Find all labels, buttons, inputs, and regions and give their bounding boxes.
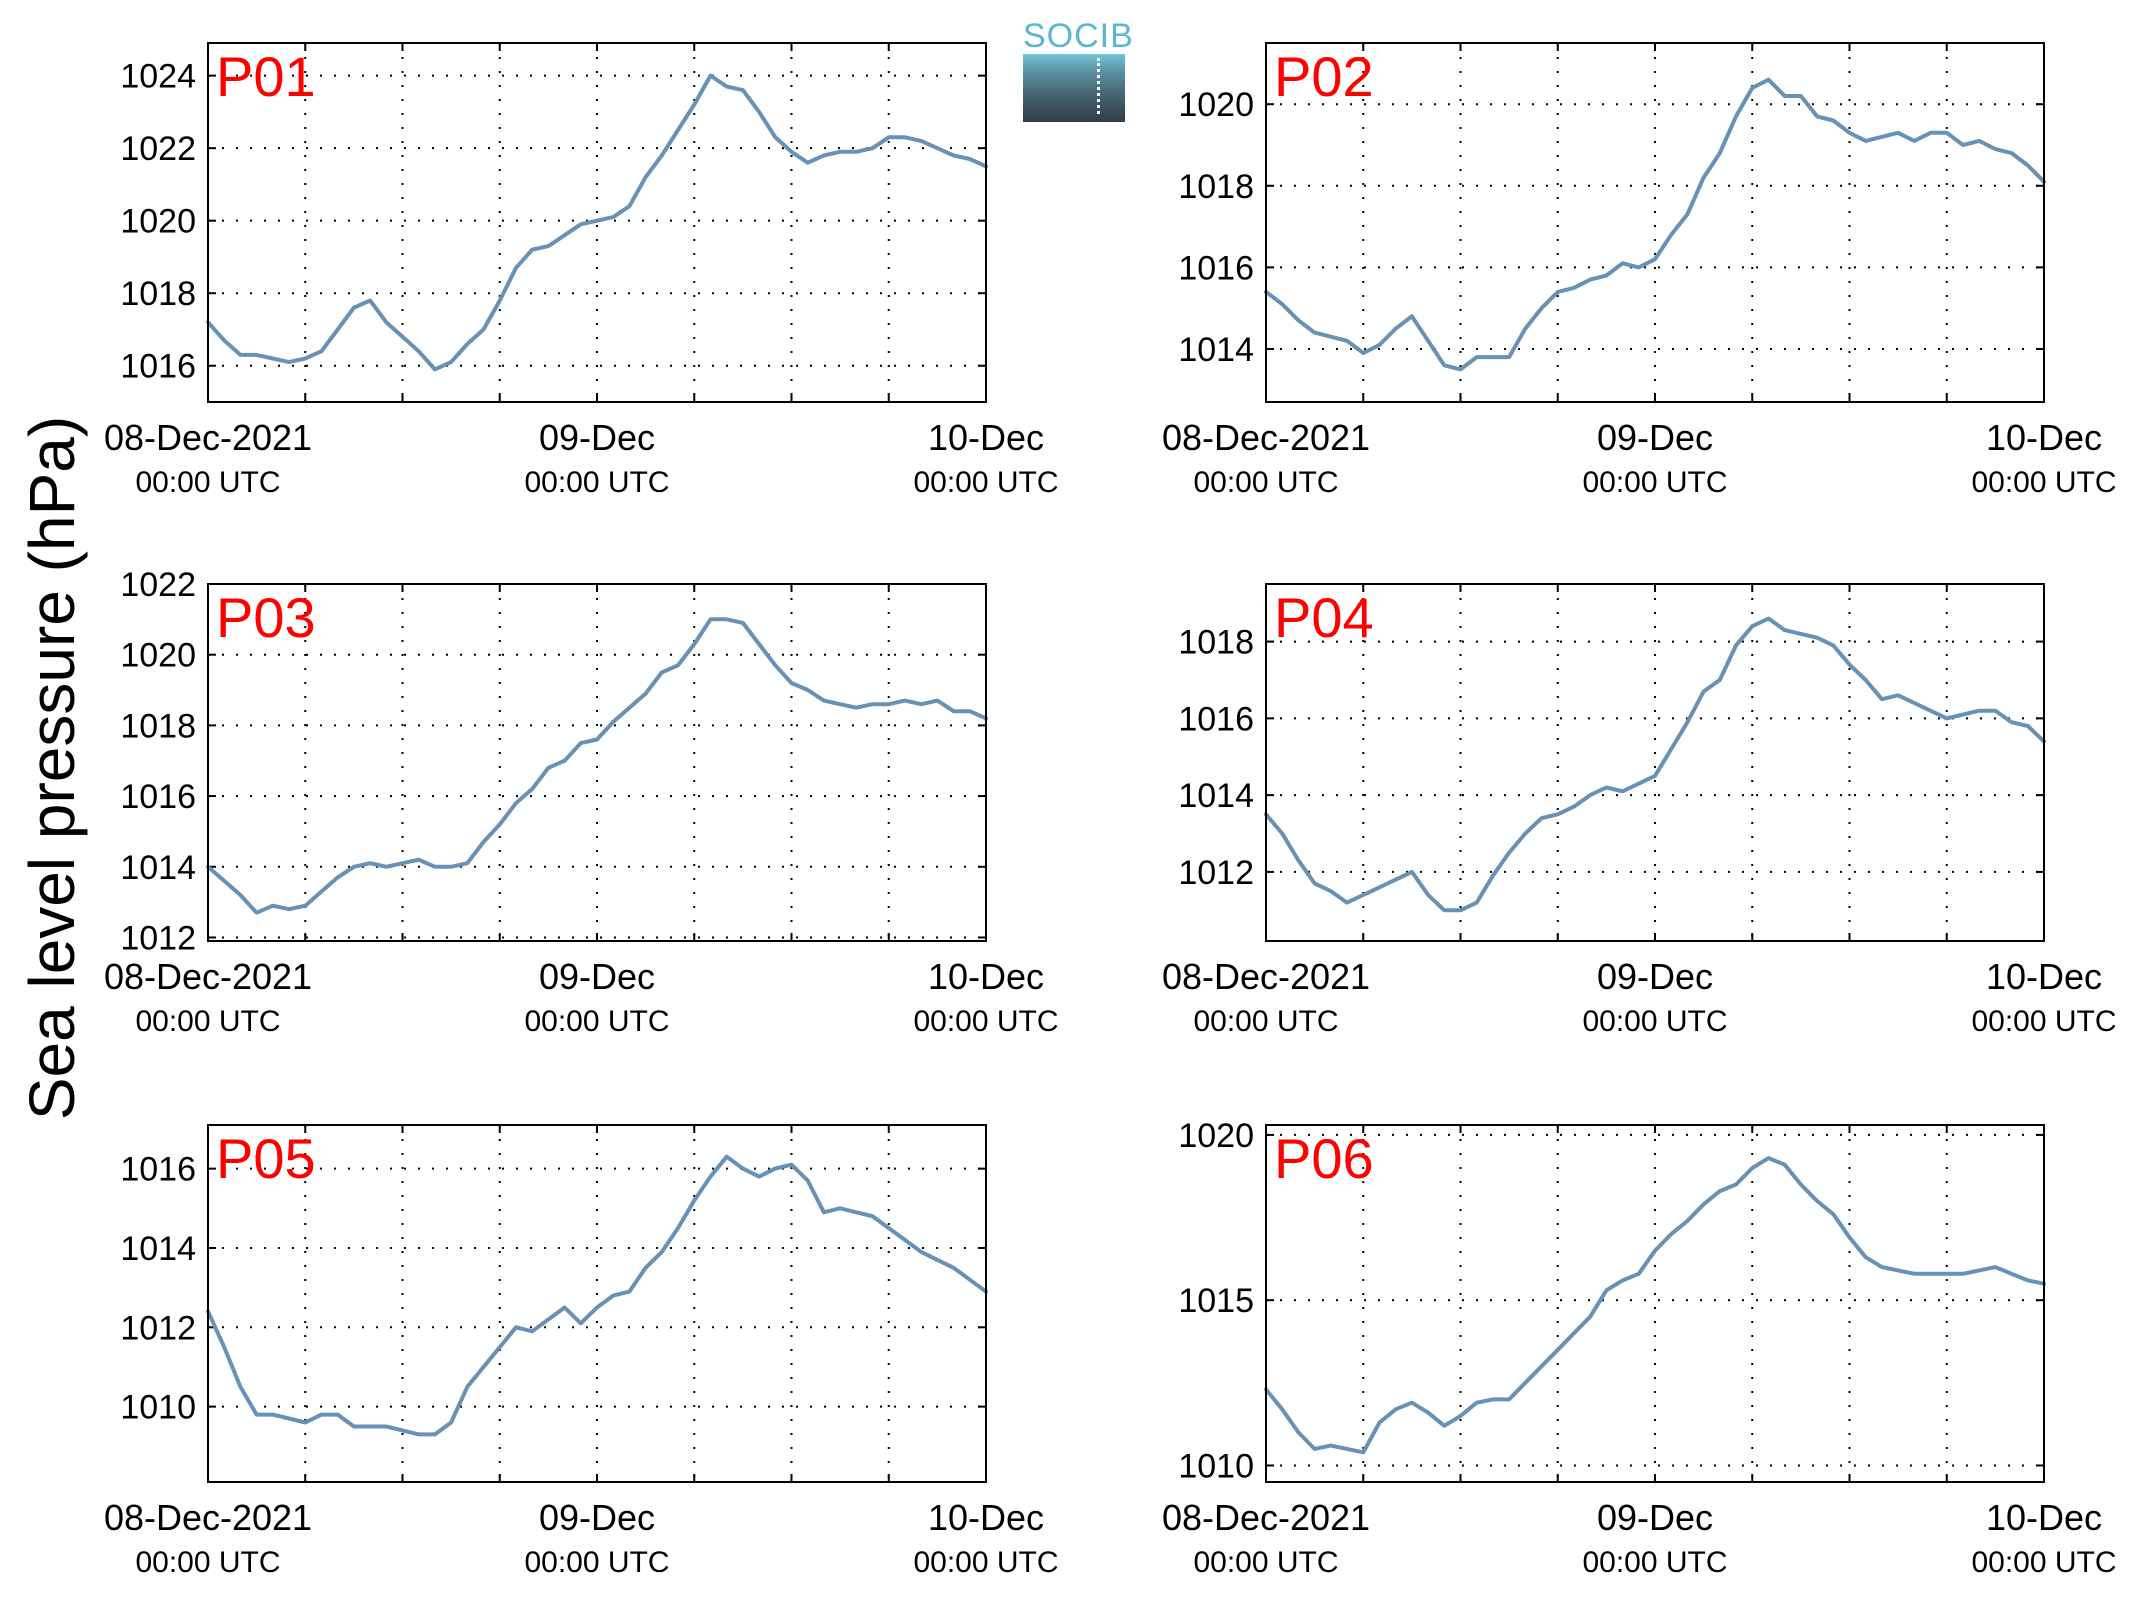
panel-p03: 1012 1014 1016 1018 1020 1022 P03 08-Dec-2021 00… [104,566,1059,1038]
panel-p04: 1012 1014 1016 1018 P04 08-Dec-2021 00:00 UTC 0… [1162,583,2117,1038]
x-tick-label-date: 09-Dec [539,956,655,997]
y-tick-label: 1014 [120,1230,196,1268]
x-tick-label-date: 10-Dec [928,417,1044,458]
plot-frame [1265,42,2045,403]
panel-p05: 1010 1012 1014 1016 P05 08-Dec-2021 00:00 UTC 0… [104,1124,1059,1579]
x-tick-label-date: 10-Dec [928,956,1044,997]
y-tick-label: 1016 [1178,249,1254,287]
x-tick-label-date: 08-Dec-2021 [104,956,312,997]
y-tick-label: 1016 [120,348,196,386]
series-line [206,617,988,915]
y-tick-label: 1016 [120,778,196,816]
y-tick-label: 1010 [1178,1447,1254,1485]
x-tick-label-time: 00:00 UTC [524,1005,669,1038]
station-label: P06 [1274,1127,1374,1190]
x-tick-label-date: 08-Dec-2021 [104,417,312,458]
y-tick-label: 1014 [120,849,196,887]
x-tick-label-time: 00:00 UTC [1582,1005,1727,1038]
y-tick-label: 1018 [120,275,196,313]
y-tick-label: 1022 [120,566,196,604]
station-label: P01 [216,45,316,108]
x-tick-label-time: 00:00 UTC [135,1546,280,1579]
x-tick-label-time: 00:00 UTC [1193,1005,1338,1038]
x-tick-label-date: 09-Dec [539,417,655,458]
socib-logo-graphic [1023,54,1125,122]
panel-p06: 1010 1015 1020 P06 08-Dec-2021 00:00 UTC 09-De… [1162,1117,2117,1579]
x-tick-label-date: 08-Dec-2021 [1162,956,1370,997]
series-line [206,1154,988,1437]
series-line [1264,77,2046,372]
x-tick-label-time: 00:00 UTC [1582,466,1727,499]
y-tick-label: 1012 [120,1309,196,1347]
y-tick-label: 1018 [120,707,196,745]
series-line [1264,1156,2046,1455]
station-label: P02 [1274,45,1374,108]
x-tick-label-time: 00:00 UTC [1193,1546,1338,1579]
y-tick-label: 1020 [120,203,196,241]
series-line [1264,616,2046,913]
y-tick-label: 1014 [1178,777,1254,815]
socib-logo-text: SOCIB [1023,17,1134,55]
x-tick-label-date: 10-Dec [928,1497,1044,1538]
x-tick-label-time: 00:00 UTC [524,466,669,499]
station-label: P03 [216,586,316,649]
x-tick-label-date: 08-Dec-2021 [1162,1497,1370,1538]
y-tick-label: 1018 [1178,624,1254,662]
y-tick-label: 1016 [1178,700,1254,738]
y-tick-label: 1022 [120,130,196,168]
x-tick-label-time: 00:00 UTC [1971,466,2116,499]
plot-frame [1265,1124,2045,1483]
series-line [206,73,988,372]
y-tick-label: 1012 [120,919,196,957]
x-tick-label-date: 10-Dec [1986,1497,2102,1538]
y-tick-label: 1024 [120,58,196,96]
x-tick-label-time: 00:00 UTC [1971,1546,2116,1579]
x-tick-label-date: 09-Dec [1597,956,1713,997]
y-tick-label: 1020 [120,637,196,675]
x-tick-label-time: 00:00 UTC [524,1546,669,1579]
panel-p01: 1016 1018 1020 1022 1024 P01 08-Dec-2021 00:00 … [104,42,1059,499]
x-tick-label-time: 00:00 UTC [1971,1005,2116,1038]
y-tick-label: 1014 [1178,331,1254,369]
station-label: P05 [216,1127,316,1190]
y-tick-label: 1020 [1178,86,1254,124]
x-tick-label-time: 00:00 UTC [135,466,280,499]
x-tick-label-time: 00:00 UTC [135,1005,280,1038]
x-tick-label-time: 00:00 UTC [1582,1546,1727,1579]
x-tick-label-time: 00:00 UTC [1193,466,1338,499]
x-tick-label-time: 00:00 UTC [913,1546,1058,1579]
x-tick-label-time: 00:00 UTC [913,1005,1058,1038]
y-tick-label: 1018 [1178,168,1254,206]
x-tick-label-date: 10-Dec [1986,956,2102,997]
y-tick-label: 1015 [1178,1282,1254,1320]
y-tick-label: 1016 [120,1151,196,1189]
panel-p02: 1014 1016 1018 1020 P02 08-Dec-2021 00:00 UTC 0… [1162,42,2117,499]
plot-frame [1265,583,2045,942]
x-tick-label-date: 10-Dec [1986,417,2102,458]
y-tick-label: 1012 [1178,854,1254,892]
station-label: P04 [1274,586,1374,649]
plot-frame [207,1124,987,1483]
socib-logo: SOCIB [1023,17,1134,122]
plot-frame [207,42,987,403]
x-tick-label-date: 09-Dec [1597,1497,1713,1538]
y-tick-label: 1020 [1178,1117,1254,1155]
x-tick-label-date: 09-Dec [1597,417,1713,458]
x-tick-label-date: 08-Dec-2021 [104,1497,312,1538]
x-tick-label-time: 00:00 UTC [913,466,1058,499]
plot-frame [207,583,987,942]
x-tick-label-date: 09-Dec [539,1497,655,1538]
y-tick-label: 1010 [120,1389,196,1427]
x-tick-label-date: 08-Dec-2021 [1162,417,1370,458]
